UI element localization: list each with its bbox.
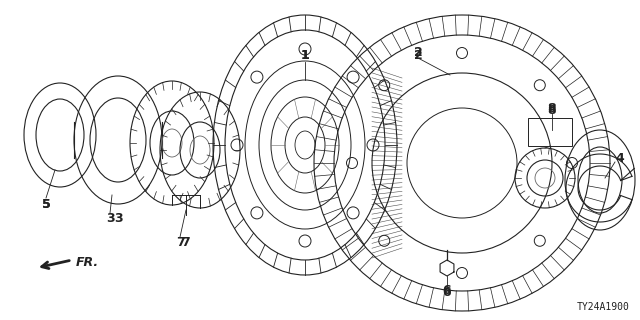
Text: 3: 3 [114, 212, 122, 225]
Text: 4: 4 [616, 151, 625, 164]
Text: 6: 6 [443, 285, 451, 299]
Text: TY24A1900: TY24A1900 [577, 302, 630, 312]
Text: 8: 8 [548, 103, 556, 116]
Bar [528, 118, 572, 146]
Text: 6: 6 [443, 284, 451, 297]
Text: 2: 2 [413, 49, 422, 61]
Text: 5: 5 [42, 197, 51, 211]
Text: FR.: FR. [76, 255, 99, 268]
Text: 3: 3 [106, 212, 115, 225]
Text: 1: 1 [301, 49, 309, 61]
Text: 5: 5 [42, 197, 51, 211]
Text: 1: 1 [301, 49, 309, 61]
Text: 8: 8 [548, 101, 556, 115]
Text: 7: 7 [180, 236, 189, 249]
Text: 7: 7 [175, 236, 184, 249]
Text: 2: 2 [413, 45, 422, 59]
